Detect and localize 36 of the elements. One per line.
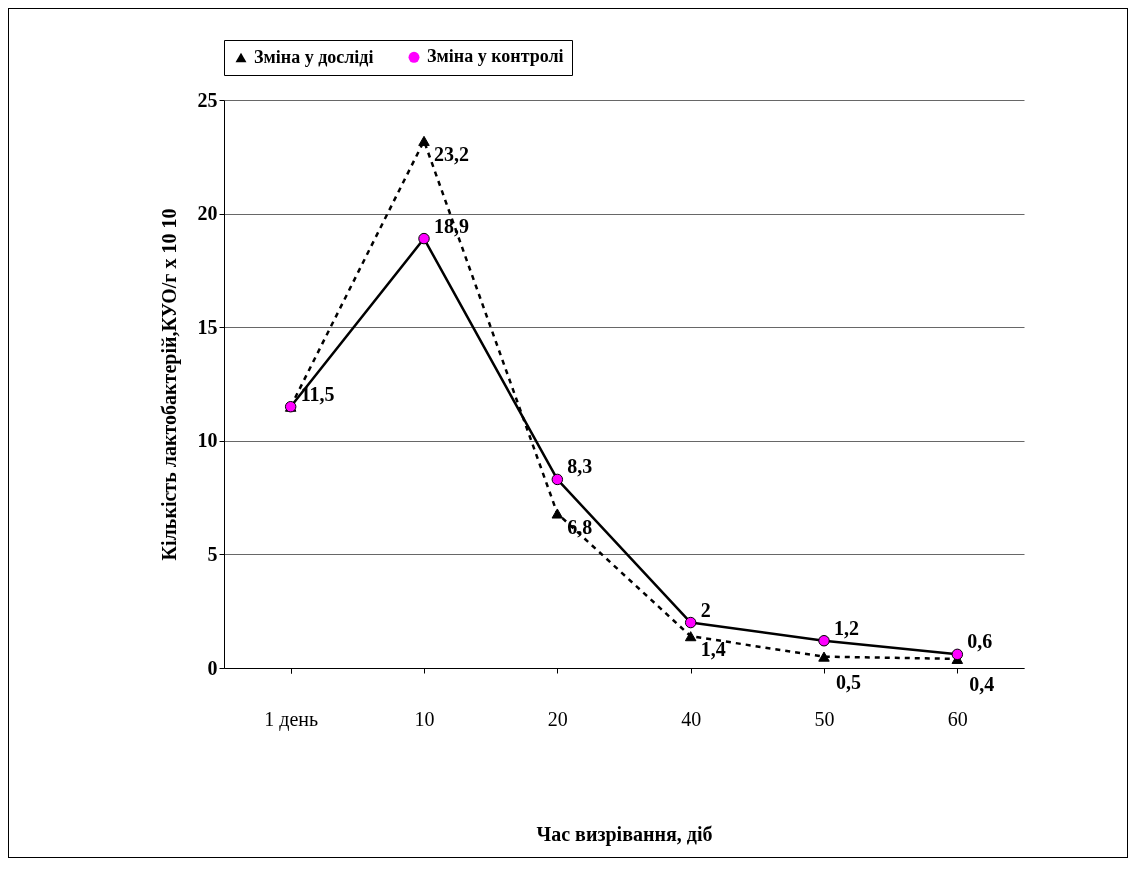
y-tick-label: 20 (197, 202, 218, 225)
point (951, 648, 964, 661)
legend-label: Зміна у контролі (427, 46, 564, 67)
data-label: 8,3 (567, 455, 593, 478)
data-label: 0,5 (836, 670, 861, 693)
data-label: 0,6 (967, 630, 993, 653)
y-tick-label: 15 (197, 315, 218, 338)
data-label: 23,2 (434, 142, 469, 165)
x-tick-label: 60 (947, 707, 968, 730)
point (418, 232, 430, 245)
point (818, 651, 830, 662)
point (551, 508, 564, 519)
legend-label: Зміна у досліді (254, 46, 374, 67)
point (684, 616, 697, 629)
y-tick-label: 0 (207, 656, 218, 679)
data-label: 18,9 (434, 214, 469, 237)
y-tick-label: 10 (197, 429, 218, 452)
point (551, 473, 564, 486)
data-label: 6,8 (567, 515, 593, 538)
data-label: 11,5 (300, 382, 335, 405)
point (684, 631, 697, 642)
data-label: 2 (700, 598, 711, 621)
x-tick-label: 20 (547, 707, 568, 730)
x-axis-title: Час визрівання, діб (536, 822, 713, 846)
point (818, 635, 830, 647)
x-tick-label: 40 (681, 707, 702, 730)
y-axis-title: Кількість лактобактерій,КУО/г х 10 10 (157, 208, 181, 561)
x-tick-label: 1 день (264, 707, 319, 731)
x-tick-label: 50 (814, 707, 835, 730)
point (418, 135, 430, 146)
data-label: 1,4 (700, 638, 726, 661)
data-label: 0,4 (969, 672, 995, 695)
data-label: 1,2 (834, 616, 859, 639)
x-tick-label: 10 (414, 707, 435, 730)
y-tick-label: 25 (197, 88, 218, 111)
y-tick-label: 5 (207, 542, 218, 565)
